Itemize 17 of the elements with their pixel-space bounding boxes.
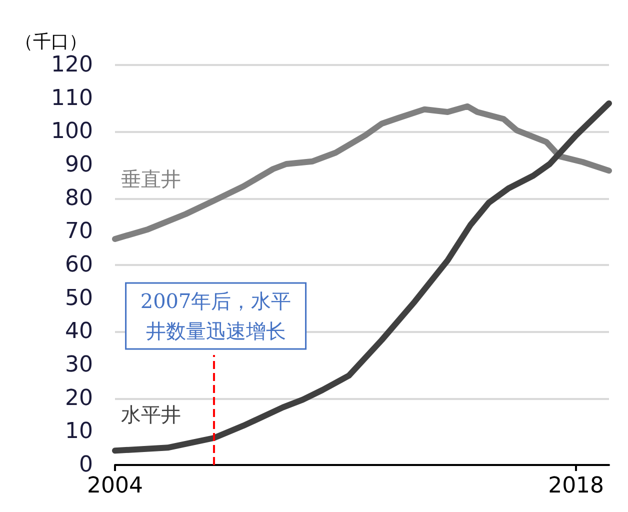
y-tick-label: 60 bbox=[65, 252, 93, 278]
y-tick-label: 90 bbox=[65, 152, 93, 178]
y-tick-label: 100 bbox=[51, 119, 93, 144]
y-tick-label: 50 bbox=[65, 286, 93, 311]
annotation: 2007年后，水平井数量迅速增长 bbox=[140, 289, 292, 343]
y-tick-label: 120 bbox=[51, 52, 93, 78]
y-tick-label: 110 bbox=[51, 86, 93, 111]
series-label: 水平井 bbox=[121, 402, 181, 427]
y-tick-label: 30 bbox=[65, 352, 93, 378]
y-tick-label: 80 bbox=[65, 186, 93, 211]
y-tick-label: 70 bbox=[65, 219, 93, 244]
y-tick-label: 10 bbox=[65, 419, 93, 444]
y-tick-label: 20 bbox=[65, 386, 93, 411]
x-tick-label: 2018 bbox=[548, 474, 604, 498]
y-tick-label: 40 bbox=[65, 319, 93, 344]
series-label: 垂直井 bbox=[121, 167, 181, 191]
y-axis-title: （千口） bbox=[15, 32, 87, 52]
